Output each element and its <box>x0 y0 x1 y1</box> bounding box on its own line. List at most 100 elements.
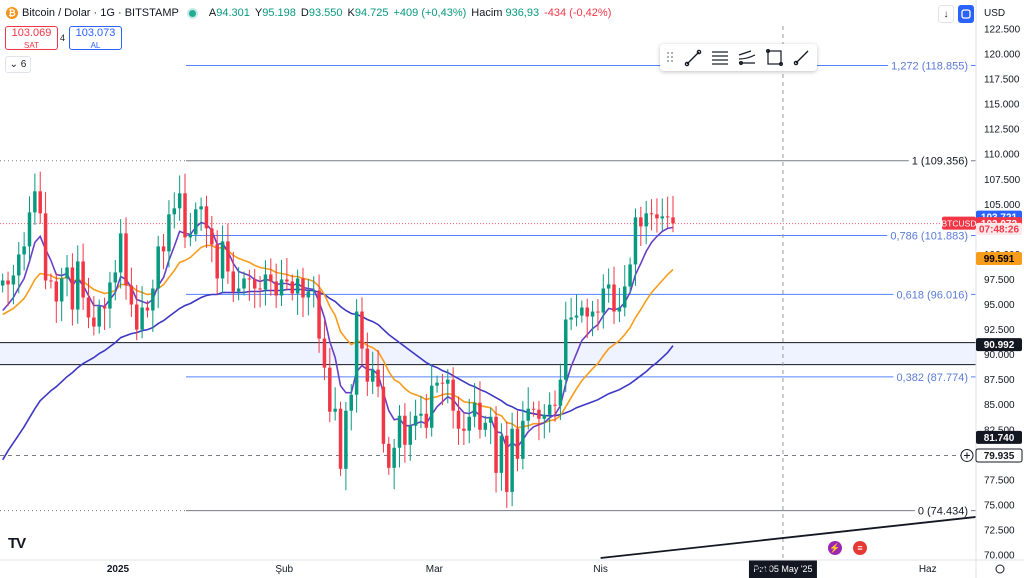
fib-level-label[interactable]: 1 (109.356) <box>912 156 968 168</box>
zone-fill <box>0 342 976 365</box>
trendline[interactable] <box>600 516 977 559</box>
settings-icon[interactable] <box>995 564 1005 574</box>
candle-body <box>488 416 493 423</box>
candle-body <box>269 274 273 282</box>
y-tick-label: 107.500 <box>984 175 1021 186</box>
candle-body <box>542 414 547 419</box>
price-label-bg <box>976 222 1022 235</box>
candle-body <box>328 367 332 412</box>
candle-body <box>27 212 32 247</box>
candle-body <box>617 307 622 312</box>
sell-label: SAT <box>24 41 39 50</box>
symbol-tag: BTCUSD <box>942 219 977 229</box>
candle-body <box>258 288 262 290</box>
symbol-tag-bg <box>942 216 976 230</box>
pitchfork-tool-icon[interactable] <box>738 50 756 66</box>
time-axis[interactable]: 2025 Şub Mar Nis May Haz <box>0 559 1024 575</box>
trend-line-tool-icon[interactable] <box>684 49 702 67</box>
candle-body <box>360 311 364 349</box>
symbol-title[interactable]: Bitcoin / Dolar · 1G · BITSTAMP <box>22 7 179 19</box>
flag-event-icon[interactable]: ≡ <box>853 541 867 555</box>
candle-body <box>86 297 91 318</box>
lightning-event-icon[interactable]: ⚡ <box>828 541 842 555</box>
arrow-down-icon[interactable]: ↓ <box>938 5 954 23</box>
sell-price: 103.069 <box>11 27 52 39</box>
price-axis[interactable]: 70.00072.50075.00077.50080.00082.50085.0… <box>942 0 1024 578</box>
candle-body <box>215 244 219 279</box>
candle-body <box>601 288 606 313</box>
fib-level-label[interactable]: 1,272 (118.855) <box>891 61 968 73</box>
moving-averages <box>2 221 674 461</box>
bitcoin-icon: ₿ <box>6 7 18 19</box>
price-label-bg <box>976 338 1022 352</box>
fibonacci-retracement[interactable]: 1 (109.356) 0,786 (101.883) 0,618 (96.016)… <box>0 58 976 518</box>
candle-body <box>623 286 627 308</box>
buy-button[interactable]: 103.073 AL <box>69 26 122 50</box>
candle-body <box>70 267 75 310</box>
candle-body <box>531 408 536 410</box>
candle-body <box>537 409 541 419</box>
fib-label-bg <box>914 503 971 518</box>
fib-level-label[interactable]: 0 (74.434) <box>918 506 968 518</box>
candle-body <box>403 415 407 445</box>
candle-body <box>279 279 284 296</box>
open-label: A <box>208 7 217 19</box>
volume-value: 936,93 <box>505 7 540 19</box>
fib-label-bg <box>893 287 971 302</box>
indicators-toggle[interactable]: ⌄ 6 <box>5 56 31 73</box>
spread-value: 4 <box>60 33 66 43</box>
candle-body <box>451 379 455 411</box>
candle-body <box>54 281 59 302</box>
fib-level-label[interactable]: 0,382 (87.774) <box>896 372 968 384</box>
candle-body <box>413 415 418 426</box>
candle-body <box>193 209 198 235</box>
candle-body <box>478 402 482 430</box>
currency-select[interactable]: USD <box>984 8 1006 19</box>
price-zone <box>0 342 976 366</box>
candle-body <box>172 208 177 215</box>
candle-body <box>306 291 311 298</box>
y-tick-label: 75.000 <box>984 500 1015 511</box>
candle-body <box>440 382 445 384</box>
candle-body <box>81 261 85 298</box>
candle-body <box>156 246 160 289</box>
candle-body <box>231 271 236 292</box>
candle-body <box>392 447 396 468</box>
tradingview-logo-icon[interactable]: TV <box>8 535 26 552</box>
candle-body <box>322 338 327 368</box>
candle-body <box>226 241 230 272</box>
candle-body <box>462 428 466 431</box>
drag-handle-icon[interactable] <box>667 52 673 62</box>
fib-level-label[interactable]: 0,618 (96.016) <box>896 289 968 301</box>
candle-body <box>521 420 525 459</box>
candle-body <box>140 307 144 330</box>
candle-body <box>370 369 375 382</box>
fib-level-label[interactable]: 0,786 (101.883) <box>890 231 968 243</box>
candle-body <box>49 280 53 282</box>
rectangle-tool-icon[interactable] <box>765 48 783 67</box>
candle-body <box>419 413 423 416</box>
candle-body <box>547 404 552 415</box>
high-value: 95.198 <box>262 7 296 19</box>
open-value: 94.301 <box>216 7 250 19</box>
candle-body <box>102 306 107 309</box>
drawing-toolbar[interactable] <box>660 44 817 71</box>
candle-body <box>65 267 69 279</box>
symbol-header: ₿ Bitcoin / Dolar · 1G · BITSTAMP A 94.30… <box>0 0 611 26</box>
candle-body <box>151 288 155 311</box>
fib-retracement-tool-icon[interactable] <box>712 51 728 65</box>
trend-line[interactable] <box>600 516 977 559</box>
x-tick-label: Mar <box>426 564 444 575</box>
y-tick-label: 87.500 <box>984 375 1015 386</box>
candle-body <box>242 278 246 289</box>
ray-tool-icon[interactable] <box>793 50 809 66</box>
candle-body <box>135 304 139 330</box>
y-tick-label: 82.500 <box>984 425 1015 436</box>
candle-body <box>671 217 675 224</box>
candle-body <box>483 422 488 430</box>
fib-label-bg <box>887 228 971 243</box>
candle-body <box>263 274 268 290</box>
sync-button[interactable] <box>958 5 974 23</box>
sell-button[interactable]: 103.069 SAT <box>5 26 58 50</box>
